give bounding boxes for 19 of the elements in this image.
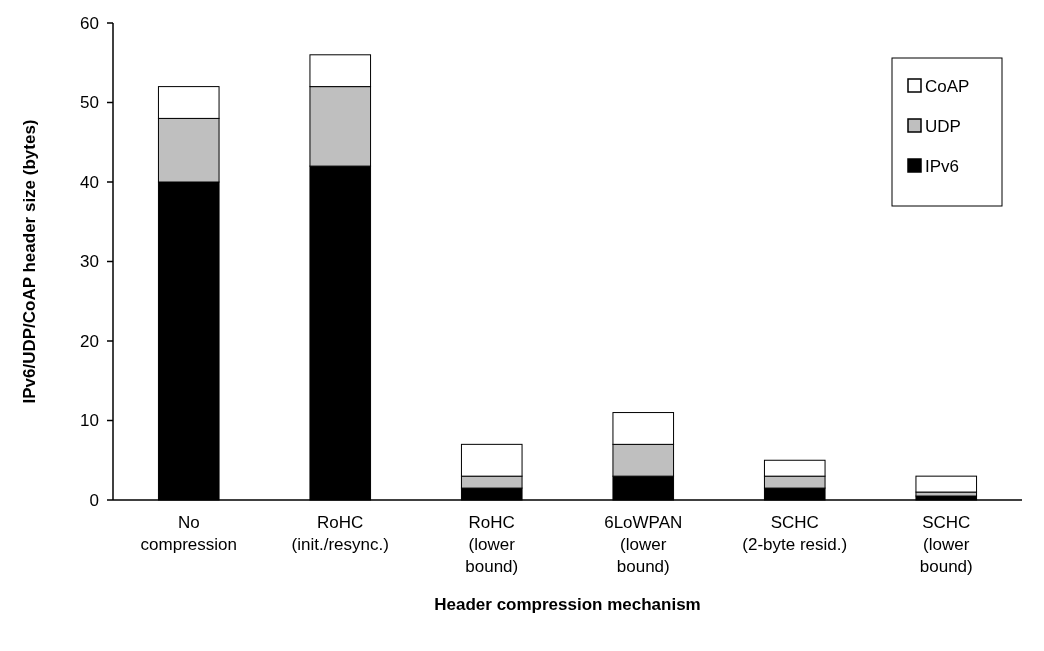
x-tick-label: SCHC (lower bound) [919, 513, 973, 576]
x-axis-title: Header compression mechanism [434, 595, 701, 614]
y-tick-label: 60 [80, 13, 99, 33]
y-tick-label: 50 [80, 93, 99, 113]
y-tick-label: 20 [80, 331, 99, 351]
y-axis-title: IPv6/UDP/CoAP header size (bytes) [20, 119, 39, 404]
x-tick-label: RoHC (lower bound) [465, 513, 519, 576]
legend-label: CoAP [925, 76, 970, 96]
x-tick-label: 6LoWPAN (lower bound) [604, 513, 683, 576]
y-tick-label: 40 [80, 172, 99, 192]
legend-label: IPv6 [925, 156, 960, 176]
y-tick-label: 30 [80, 252, 99, 272]
x-tick-label: RoHC (init./resync.) [291, 513, 389, 554]
legend-label: UDP [925, 116, 961, 136]
y-tick-label: 10 [80, 411, 99, 431]
y-tick-label: 0 [89, 490, 99, 510]
bar [915, 475, 978, 493]
x-tick-label: No compression [140, 513, 237, 554]
x-tick-label: SCHC (2-byte resid.) [742, 513, 848, 554]
